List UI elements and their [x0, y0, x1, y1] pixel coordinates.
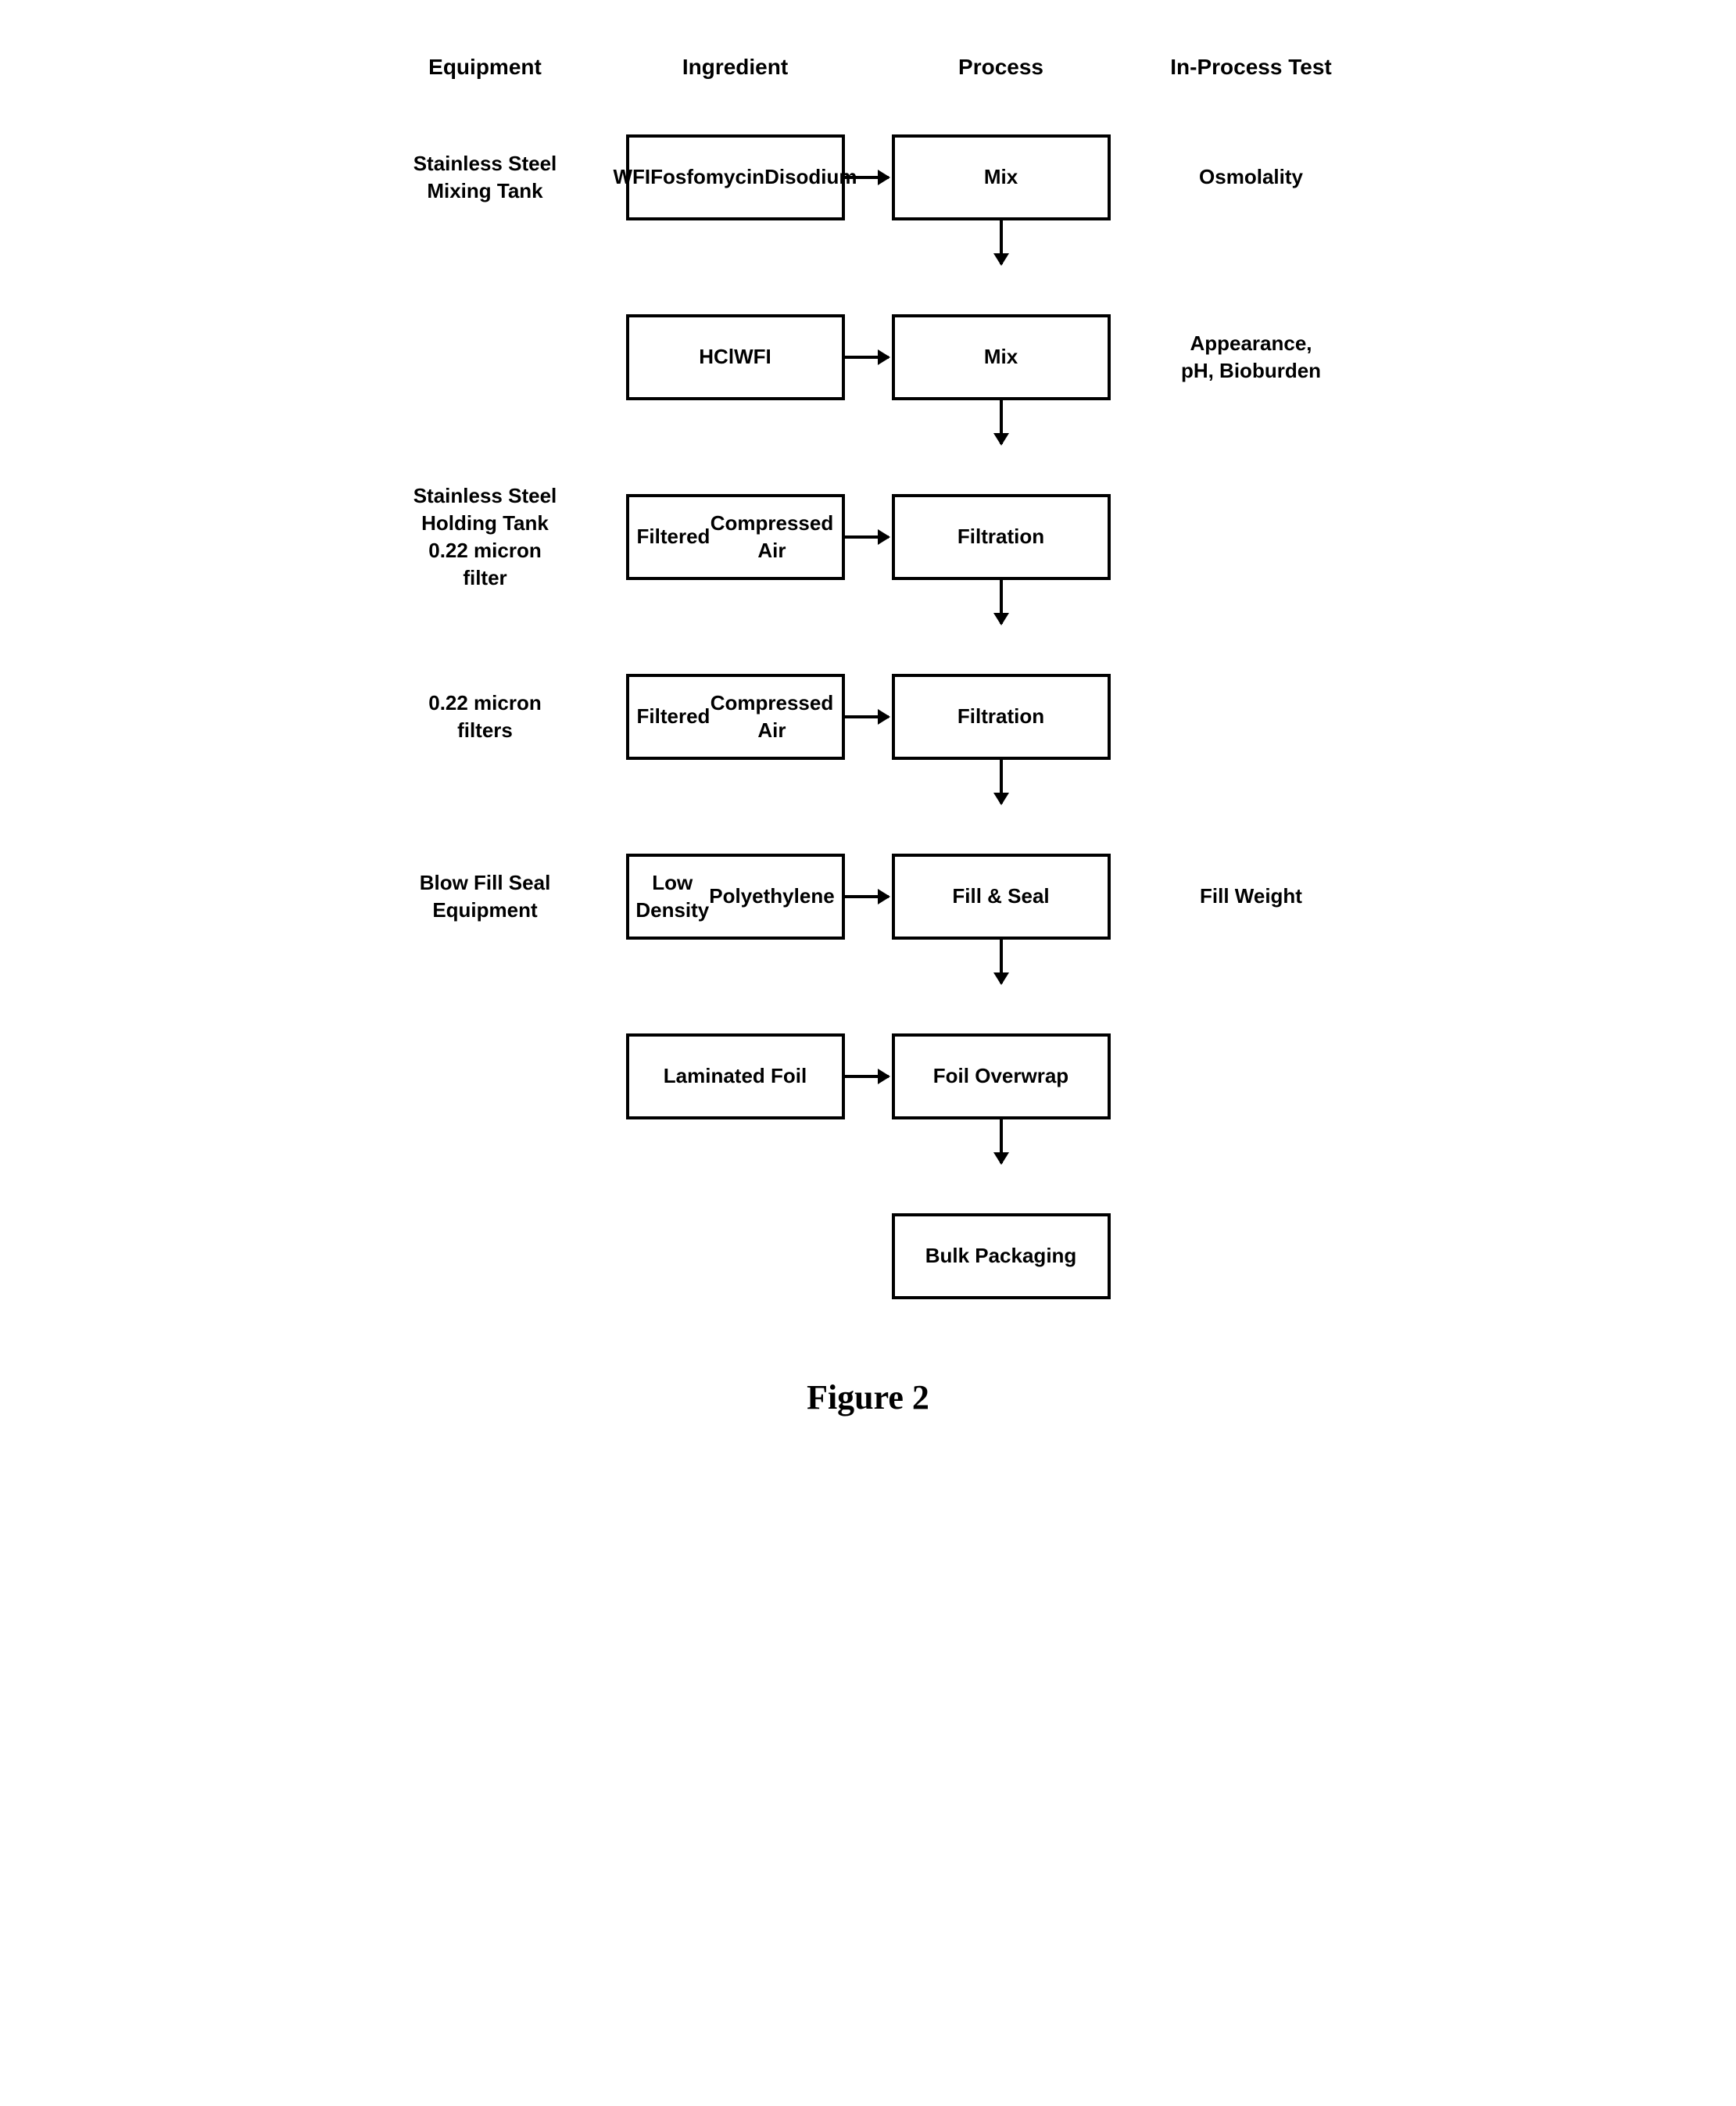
row-spacer — [1134, 963, 1369, 1010]
row-spacer — [603, 244, 868, 291]
process-box: Foil Overwrap — [892, 1033, 1111, 1119]
test-cell — [1134, 1190, 1369, 1323]
header-ingredient: Ingredient — [603, 47, 868, 111]
process-box: Bulk Packaging — [892, 1213, 1111, 1299]
process-box: Mix — [892, 134, 1111, 220]
test-cell — [1134, 650, 1369, 783]
ingredient-cell: HClWFI — [603, 291, 868, 424]
row-spacer — [603, 783, 868, 830]
ingredient-box: FilteredCompressed Air — [626, 494, 845, 580]
test-label: Fill Weight — [1190, 883, 1312, 910]
ingredient-cell: Low DensityPolyethylene — [603, 830, 868, 963]
equipment-cell — [368, 1010, 603, 1143]
row-spacer — [368, 604, 603, 650]
process-box: Fill & Seal — [892, 854, 1111, 940]
test-cell: Appearance,pH, Bioburden — [1134, 291, 1369, 424]
figure-caption: Figure 2 — [31, 1377, 1705, 1417]
row-spacer — [1134, 1143, 1369, 1190]
test-cell — [1134, 1010, 1369, 1143]
equipment-label: Blow Fill SealEquipment — [410, 869, 560, 924]
row-spacer — [368, 963, 603, 1010]
row-spacer — [603, 604, 868, 650]
process-cell: Mix — [868, 291, 1134, 424]
equipment-cell: Stainless SteelHolding Tank0.22 micronfi… — [368, 471, 603, 604]
process-cell: Bulk Packaging — [868, 1190, 1134, 1323]
row-spacer — [603, 1143, 868, 1190]
equipment-cell — [368, 291, 603, 424]
equipment-label: Stainless SteelMixing Tank — [404, 150, 567, 205]
process-box: Mix — [892, 314, 1111, 400]
arrow-down-icon — [1000, 577, 1003, 624]
ingredient-cell: FilteredCompressed Air — [603, 471, 868, 604]
process-cell: Foil Overwrap — [868, 1010, 1134, 1143]
process-cell: Mix — [868, 111, 1134, 244]
equipment-cell — [368, 1190, 603, 1323]
equipment-cell: Blow Fill SealEquipment — [368, 830, 603, 963]
row-spacer — [1134, 604, 1369, 650]
equipment-label: Stainless SteelHolding Tank0.22 micronfi… — [404, 482, 567, 592]
ingredient-box: HClWFI — [626, 314, 845, 400]
header-equipment: Equipment — [368, 47, 603, 111]
ingredient-cell: WFIFosfomycinDisodium — [603, 111, 868, 244]
ingredient-box: Laminated Foil — [626, 1033, 845, 1119]
test-label: Appearance,pH, Bioburden — [1172, 330, 1330, 385]
process-box: Filtration — [892, 674, 1111, 760]
test-label: Osmolality — [1190, 163, 1312, 191]
process-box: Filtration — [892, 494, 1111, 580]
ingredient-box: Low DensityPolyethylene — [626, 854, 845, 940]
arrow-down-icon — [1000, 217, 1003, 264]
row-spacer — [603, 424, 868, 471]
ingredient-cell: Laminated Foil — [603, 1010, 868, 1143]
ingredient-cell — [603, 1190, 868, 1323]
row-spacer — [1134, 424, 1369, 471]
arrow-down-icon — [1000, 397, 1003, 444]
row-spacer — [368, 424, 603, 471]
test-cell — [1134, 471, 1369, 604]
equipment-label: 0.22 micronfilters — [419, 689, 551, 744]
row-spacer — [368, 783, 603, 830]
test-cell: Fill Weight — [1134, 830, 1369, 963]
row-spacer — [1134, 244, 1369, 291]
header-test: In-Process Test — [1134, 47, 1369, 111]
process-cell: Filtration — [868, 650, 1134, 783]
arrow-down-icon — [1000, 757, 1003, 804]
flowchart: Equipment Ingredient Process In-Process … — [31, 47, 1705, 1323]
process-cell: Fill & Seal — [868, 830, 1134, 963]
row-spacer — [603, 963, 868, 1010]
arrow-down-icon — [1000, 1116, 1003, 1163]
header-process: Process — [868, 47, 1134, 111]
equipment-cell: Stainless SteelMixing Tank — [368, 111, 603, 244]
ingredient-box: WFIFosfomycinDisodium — [626, 134, 845, 220]
arrow-down-icon — [1000, 937, 1003, 983]
equipment-cell: 0.22 micronfilters — [368, 650, 603, 783]
row-spacer — [368, 244, 603, 291]
process-cell: Filtration — [868, 471, 1134, 604]
ingredient-cell: FilteredCompressed Air — [603, 650, 868, 783]
ingredient-box: FilteredCompressed Air — [626, 674, 845, 760]
row-spacer — [368, 1143, 603, 1190]
row-spacer — [1134, 783, 1369, 830]
test-cell: Osmolality — [1134, 111, 1369, 244]
